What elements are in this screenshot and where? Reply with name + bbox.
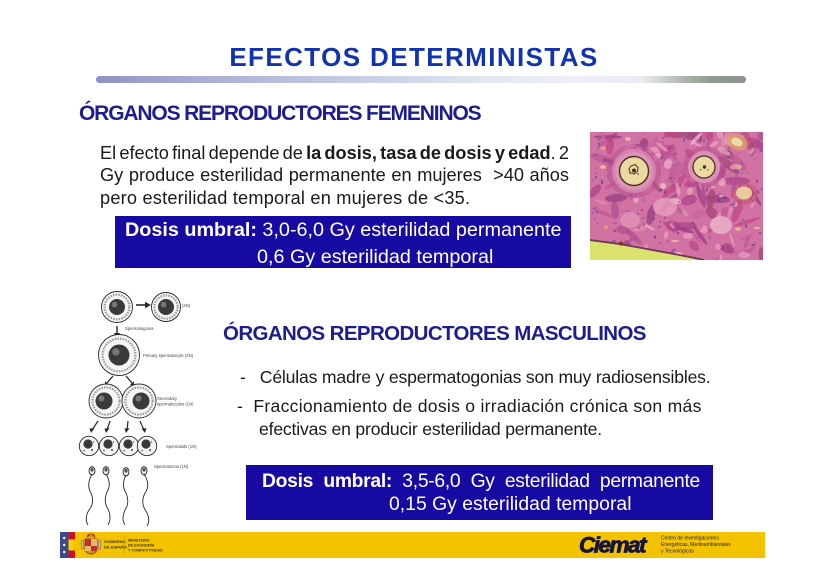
svg-text:(2N): (2N) xyxy=(182,303,191,308)
svg-text:DE ECONOMÍA: DE ECONOMÍA xyxy=(128,543,155,548)
svg-text:MINISTERIO: MINISTERIO xyxy=(128,539,150,543)
svg-text:Primary spermatocyte (2N): Primary spermatocyte (2N) xyxy=(143,353,194,358)
svg-text:Energéticas, Medioambientales: Energéticas, Medioambientales xyxy=(661,542,731,548)
svg-text:spermatocytes (1N): spermatocytes (1N) xyxy=(157,402,194,407)
svg-text:Spermatogonia: Spermatogonia xyxy=(125,326,154,331)
svg-text:DE ESPAÑA: DE ESPAÑA xyxy=(104,545,127,550)
svg-text:Centro de Investigaciones: Centro de Investigaciones xyxy=(661,536,719,542)
svg-text:Spermatids (1N): Spermatids (1N) xyxy=(166,444,197,449)
svg-text:Secondary: Secondary xyxy=(157,396,178,401)
svg-text:Ciemat: Ciemat xyxy=(579,533,648,558)
svg-text:GOBIERNO: GOBIERNO xyxy=(104,539,126,544)
svg-text:Y COMPETITIVIDAD: Y COMPETITIVIDAD xyxy=(128,549,163,553)
svg-text:Spermatozoa (1N): Spermatozoa (1N) xyxy=(154,464,189,469)
svg-text:y Tecnológicas: y Tecnológicas xyxy=(661,549,694,555)
